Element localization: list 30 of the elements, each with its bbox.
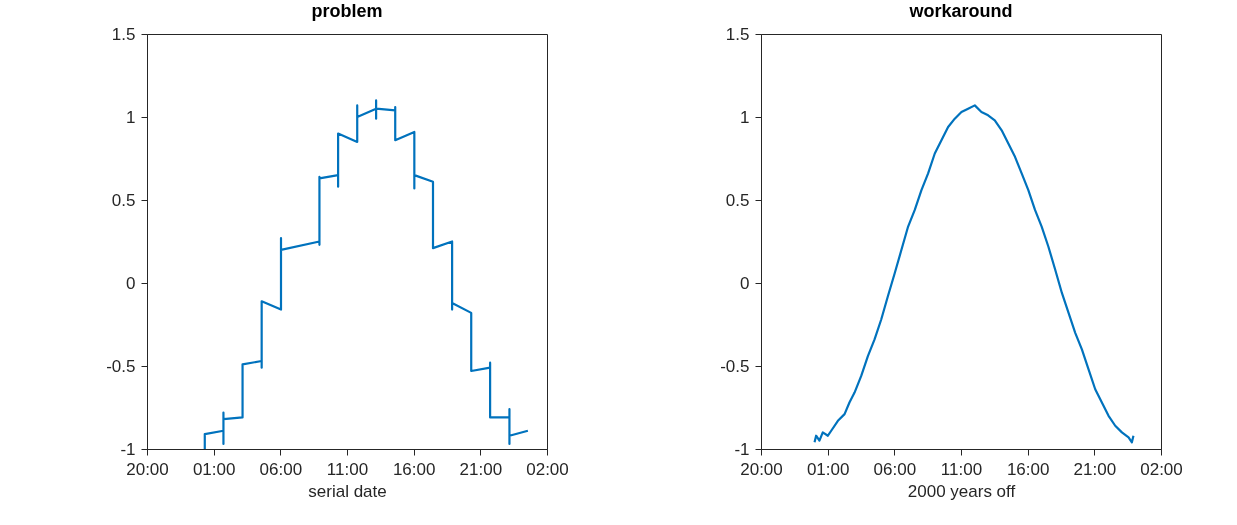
- x-tick-label: 02:00: [526, 459, 569, 479]
- x-tick-label: 01:00: [806, 459, 850, 479]
- x-tick-label: 20:00: [740, 459, 783, 479]
- x-tick-label: 06:00: [873, 459, 917, 479]
- y-tick-label: 0.5: [725, 190, 750, 210]
- x-axis-title: serial date: [308, 481, 387, 501]
- x-tick-label: 16:00: [1006, 459, 1050, 479]
- y-tick-label: 1: [126, 107, 136, 127]
- y-tick-label: -0.5: [106, 356, 136, 376]
- y-tick-label: 1: [740, 107, 750, 127]
- y-tick-label: 0.5: [111, 190, 136, 210]
- y-tick-label: 0: [740, 273, 750, 293]
- chart-title: workaround: [908, 1, 1013, 21]
- y-tick-label: -1: [120, 439, 136, 459]
- chart-title: problem: [311, 1, 383, 21]
- x-tick-label: 20:00: [126, 459, 169, 479]
- x-tick-label: 21:00: [1073, 459, 1117, 479]
- x-tick-label: 06:00: [259, 459, 303, 479]
- x-tick-label: 02:00: [1140, 459, 1183, 479]
- y-tick-label: 1.5: [111, 24, 136, 44]
- x-tick-label: 01:00: [192, 459, 236, 479]
- y-tick-label: -1: [734, 439, 750, 459]
- y-tick-label: 1.5: [725, 24, 750, 44]
- x-tick-label: 11:00: [326, 459, 369, 479]
- x-tick-label: 16:00: [392, 459, 436, 479]
- x-axis-title: 2000 years off: [907, 481, 1016, 501]
- y-tick-label: 0: [126, 273, 136, 293]
- x-tick-label: 21:00: [459, 459, 503, 479]
- x-tick-label: 11:00: [940, 459, 983, 479]
- y-tick-label: -0.5: [720, 356, 750, 376]
